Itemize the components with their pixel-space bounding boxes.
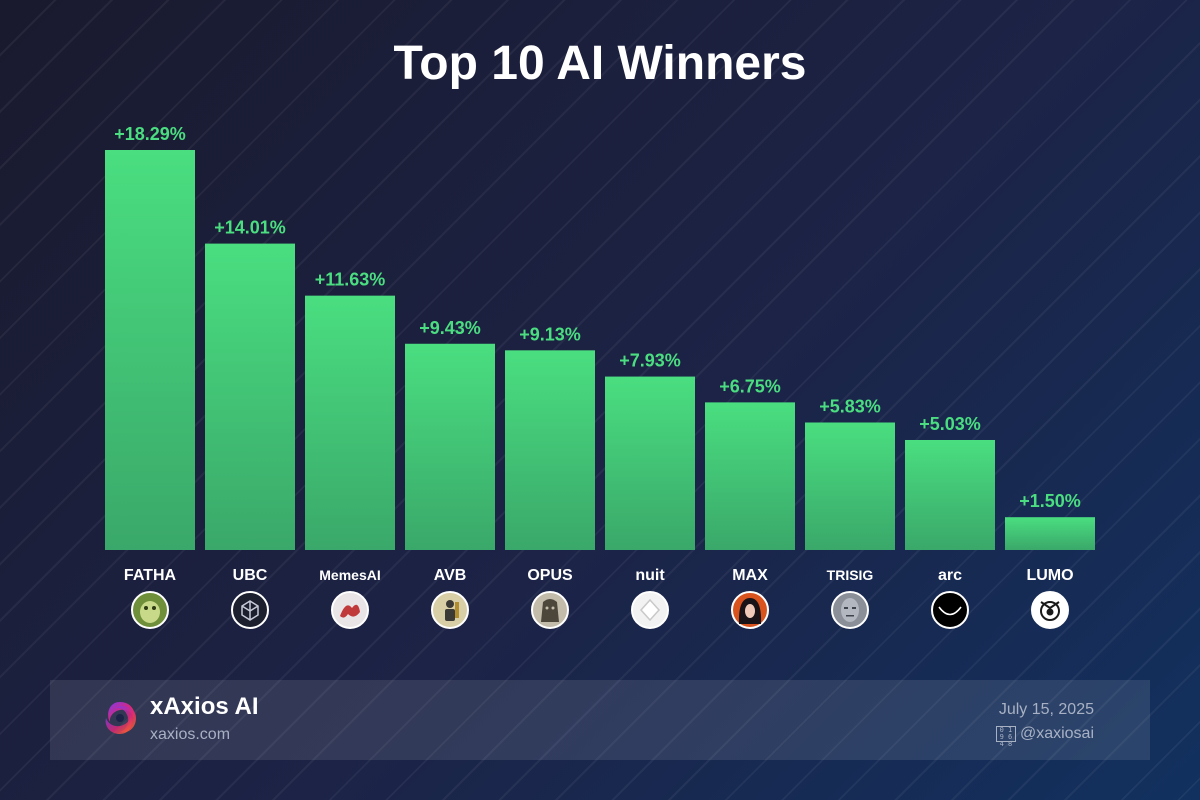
category-label: LUMO <box>1026 567 1073 584</box>
bar-value-label: +9.13% <box>519 324 581 344</box>
golden-figure-icon <box>431 591 469 629</box>
anime-girl-icon <box>731 591 769 629</box>
bar-value-label: +1.50% <box>1019 491 1081 511</box>
bar-arc <box>905 439 995 550</box>
bar-memesai <box>305 295 395 550</box>
footer: xAxios AI xaxios.com July 15, 2025 0 1 9… <box>50 680 1150 760</box>
bar-ubc <box>205 243 295 550</box>
eye-emblem-icon <box>1031 591 1069 629</box>
white-crystal-icon <box>631 591 669 629</box>
category-label: FATHA <box>124 567 177 584</box>
bar-value-label: +9.43% <box>419 318 481 338</box>
bar-opus <box>505 350 595 550</box>
bar-chart: +18.29% FATHA +14.01% UBC +11.63% MemesAI +9.4… <box>105 124 1095 629</box>
category-label: nuit <box>635 567 665 584</box>
bar-value-label: +6.75% <box>719 376 781 396</box>
bar-fatha <box>105 150 195 550</box>
category-label: TRISIG <box>827 567 874 583</box>
bar-value-label: +5.03% <box>919 414 981 434</box>
category-label: MemesAI <box>319 567 380 583</box>
bar-value-label: +18.29% <box>114 124 186 144</box>
brand-name: xAxios AI <box>150 693 259 720</box>
bar-value-label: +14.01% <box>214 218 286 238</box>
page-title: Top 10 AI Winners <box>393 37 807 90</box>
bar-value-label: +7.93% <box>619 351 681 371</box>
category-label: AVB <box>434 567 467 584</box>
category-label: arc <box>938 567 962 584</box>
frog-avatar-icon <box>131 591 169 629</box>
bar-nuit <box>605 376 695 550</box>
brand-website-link[interactable]: xaxios.com <box>150 726 231 743</box>
category-label: MAX <box>732 567 768 584</box>
category-label: UBC <box>233 567 268 584</box>
report-date: July 15, 2025 <box>998 701 1094 718</box>
category-label: OPUS <box>527 567 573 584</box>
bar-avb <box>405 343 495 550</box>
bar-max <box>705 402 795 550</box>
bar-value-label: +5.83% <box>819 396 881 416</box>
bar-trisig <box>805 422 895 550</box>
grey-face-icon <box>831 591 869 629</box>
missing-glyph-icon: 0 1 9 6 4 8 <box>995 726 1016 748</box>
cube-logo-icon <box>231 591 269 629</box>
smile-curve-icon <box>931 591 969 629</box>
xaxios-logo-icon <box>105 702 136 734</box>
stone-idol-icon <box>531 591 569 629</box>
bar-value-label: +11.63% <box>315 270 386 290</box>
red-dragon-icon <box>331 591 369 629</box>
bar-lumo <box>1005 517 1095 550</box>
social-handle[interactable]: 0 1 9 6 4 8 @xaxiosai <box>995 725 1094 748</box>
social-handle-text: @xaxiosai <box>1019 725 1094 742</box>
